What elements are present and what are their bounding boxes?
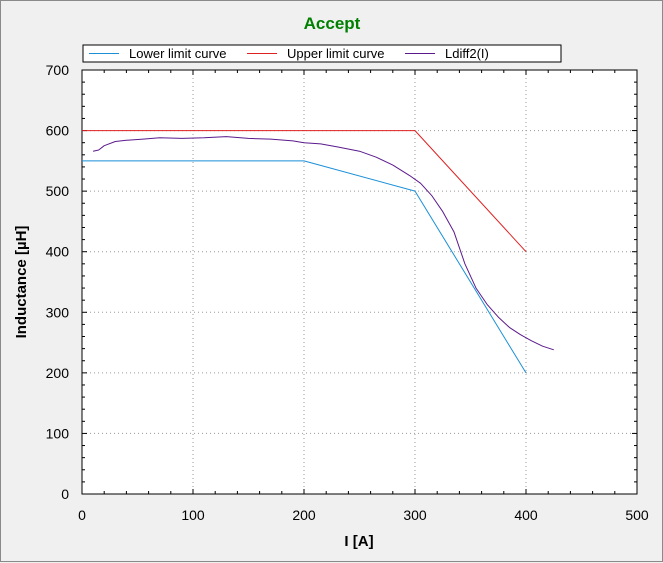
y-tick-label: 700 — [46, 62, 70, 78]
y-tick-label: 200 — [46, 365, 70, 381]
legend-label: Ldiff2(I) — [445, 46, 489, 61]
x-tick-label: 500 — [625, 507, 649, 523]
y-tick-label: 500 — [46, 183, 70, 199]
series-line-lower-limit-curve — [82, 160, 527, 374]
legend-label: Lower limit curve — [129, 46, 227, 61]
legend: Lower limit curve Upper limit curve Ldiff2… — [82, 44, 562, 63]
x-axis-label: I [A] — [344, 533, 373, 550]
x-tick-label: 200 — [292, 507, 316, 523]
axis-ticks — [81, 69, 638, 495]
x-tick-label: 300 — [403, 507, 427, 523]
legend-label: Upper limit curve — [287, 46, 385, 61]
legend-box — [82, 44, 562, 63]
series-group — [82, 130, 554, 374]
chart-title: Accept — [304, 14, 361, 33]
x-tick-label: 400 — [514, 507, 538, 523]
y-tick-label: 100 — [46, 425, 70, 441]
x-tick-label: 0 — [78, 507, 86, 523]
x-tick-label: 100 — [181, 507, 205, 523]
y-tick-label: 400 — [46, 244, 70, 260]
y-tick-label: 0 — [61, 486, 69, 502]
y-axis-label: Inductance [µH] — [13, 226, 30, 339]
series-line-upper-limit-curve — [82, 130, 527, 253]
y-tick-label: 600 — [46, 123, 70, 139]
series-line-ldiff2-i — [92, 136, 554, 351]
tick-labels: 0 100 200 300 400 500 0 100 200 300 400 500 600 700 — [46, 62, 649, 523]
y-tick-label: 300 — [46, 304, 70, 320]
plot-area — [81, 69, 638, 495]
